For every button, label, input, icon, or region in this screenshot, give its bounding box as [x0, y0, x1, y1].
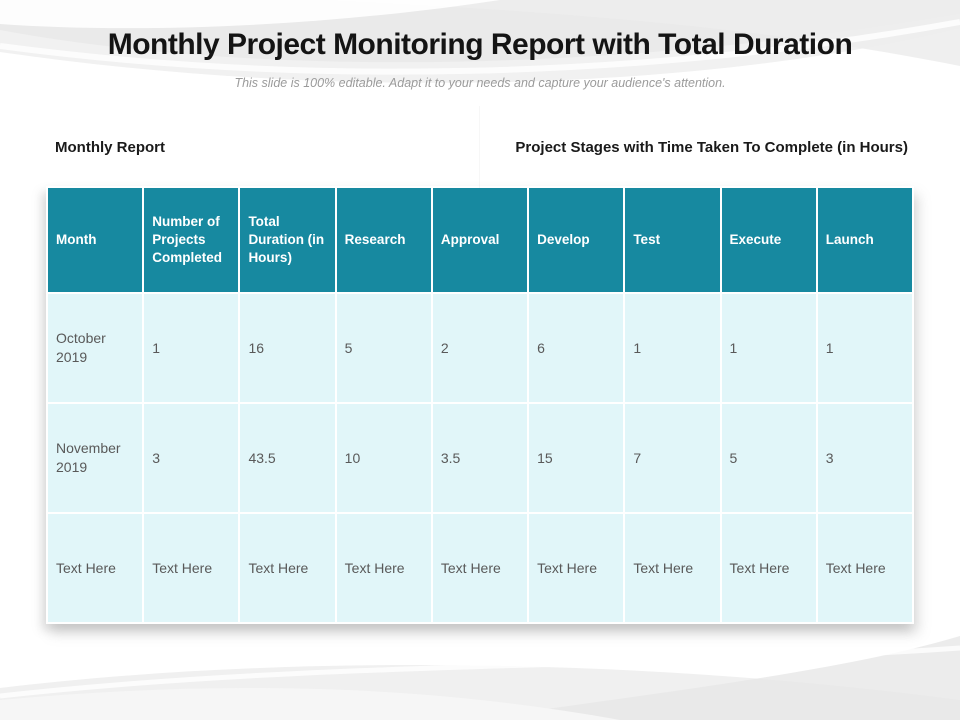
right-label-panel	[480, 106, 910, 188]
table-cell: 3	[817, 404, 912, 512]
table-cell: Text Here	[817, 514, 912, 622]
table-row-placeholder: Text Here Text Here Text Here Text Here …	[48, 514, 912, 622]
page-title: Monthly Project Monitoring Report with T…	[107, 28, 853, 61]
column-header-launch: Launch	[817, 188, 912, 292]
table-header: Month Number of Projects Completed Total…	[48, 188, 912, 292]
table-cell: November 2019	[48, 404, 143, 512]
project-stages-label: Project Stages with Time Taken To Comple…	[515, 139, 908, 156]
table-cell: 3.5	[432, 404, 528, 512]
table-cell: 3	[144, 404, 239, 512]
table-cell: 5	[336, 294, 431, 402]
table-cell: Text Here	[336, 514, 431, 622]
table-row-october-2019: October 2019 1 16 5 2 6 1 1 1	[48, 294, 912, 402]
table-cell: Text Here	[240, 514, 335, 622]
table-body: October 2019 1 16 5 2 6 1 1 1 November 2…	[48, 294, 912, 622]
column-header-projects-completed: Number of Projects Completed	[144, 188, 239, 292]
table-cell: Text Here	[721, 514, 816, 622]
table-cell: Text Here	[529, 514, 624, 622]
table-cell: 1	[144, 294, 239, 402]
table-cell: 1	[721, 294, 816, 402]
table-cell: 2	[432, 294, 528, 402]
table-cell: Text Here	[625, 514, 720, 622]
column-header-develop: Develop	[529, 188, 624, 292]
monitoring-table: Month Number of Projects Completed Total…	[46, 186, 914, 624]
table-cell: 6	[529, 294, 624, 402]
table-cell: October 2019	[48, 294, 143, 402]
table-cell: Text Here	[48, 514, 143, 622]
column-header-research: Research	[336, 188, 431, 292]
table-cell: 1	[625, 294, 720, 402]
column-header-month: Month	[48, 188, 143, 292]
page-subtitle: This slide is 100% editable. Adapt it to…	[234, 76, 726, 90]
header-row: Month Number of Projects Completed Total…	[48, 188, 912, 292]
column-header-test: Test	[625, 188, 720, 292]
monthly-report-label: Monthly Report	[55, 139, 165, 156]
table-cell: Text Here	[432, 514, 528, 622]
column-header-approval: Approval	[432, 188, 528, 292]
table-cell: Text Here	[144, 514, 239, 622]
table-cell: 7	[625, 404, 720, 512]
table-cell: 1	[817, 294, 912, 402]
table-cell: 16	[240, 294, 335, 402]
table-cell: 15	[529, 404, 624, 512]
monitoring-table-wrapper: Month Number of Projects Completed Total…	[46, 186, 914, 624]
table-cell: 43.5	[240, 404, 335, 512]
table-cell: 5	[721, 404, 816, 512]
table-row-november-2019: November 2019 3 43.5 10 3.5 15 7 5 3	[48, 404, 912, 512]
column-header-total-duration: Total Duration (in Hours)	[240, 188, 335, 292]
column-header-execute: Execute	[721, 188, 816, 292]
table-cell: 10	[336, 404, 431, 512]
